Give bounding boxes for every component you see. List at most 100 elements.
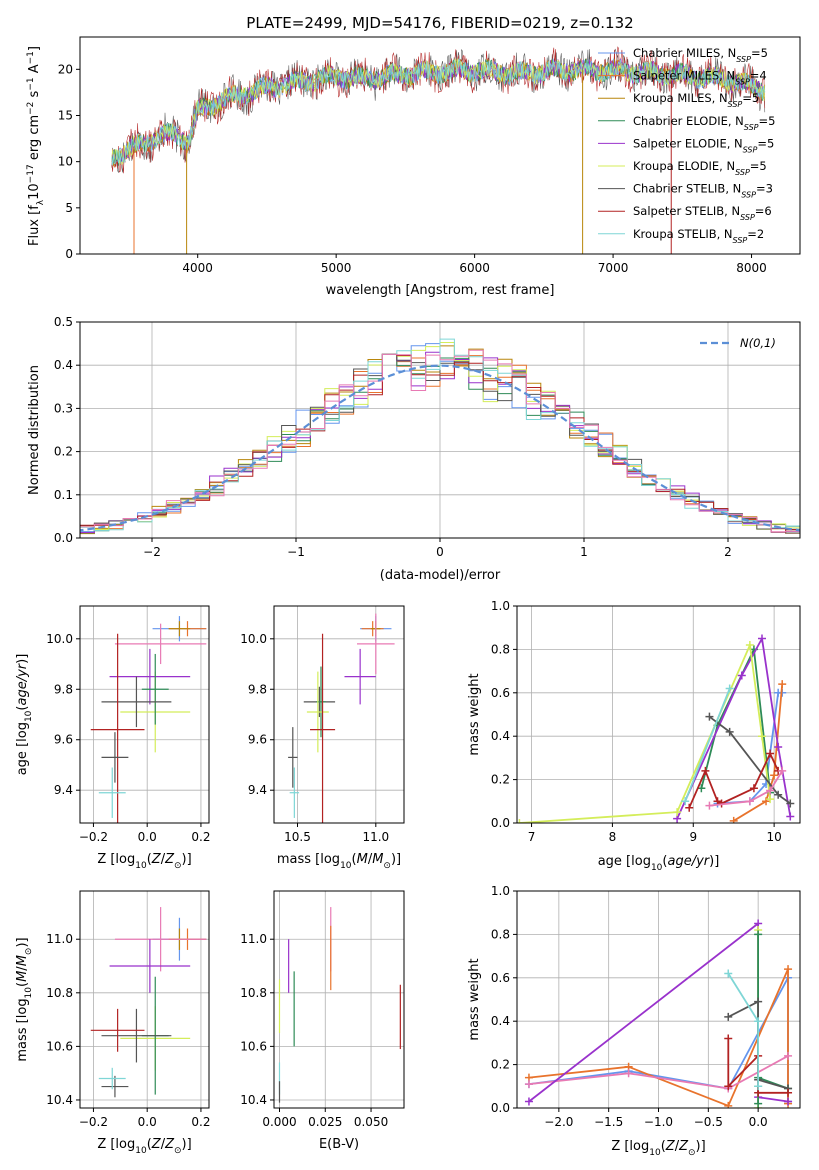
weight-marker — [784, 1088, 793, 1097]
axes-frame — [79, 36, 801, 255]
weight-marker — [770, 771, 779, 780]
y-tick-label: 10.8 — [240, 986, 267, 1000]
weight-marker — [754, 1017, 763, 1026]
spectrum-line — [111, 57, 766, 165]
y-tick-label: 0.2 — [54, 445, 73, 459]
legend-entry: Chabrier MILES, NSSP=5 — [633, 46, 768, 64]
age-vs-mass-panel: 10.5 11.0 9.4 9.6 9.8 10.0 mass [log10(M/M⊙)] — [240, 605, 405, 871]
weight-marker — [786, 799, 795, 808]
y-tick-label: 0.2 — [491, 1058, 510, 1072]
y-tick-label: 10 — [58, 155, 73, 169]
x-tick-label: −2 — [143, 545, 161, 559]
weight-marker — [705, 801, 714, 810]
weight-marker — [766, 795, 775, 804]
weight-line — [708, 715, 791, 805]
age-vs-metallicity-panel: −0.2 0.0 0.2 9.4 9.6 9.8 10.0 Z [log10(Z/Z⊙)] ag… — [15, 605, 210, 871]
legend-entry: N(0,1) — [740, 336, 776, 350]
y-tick-label: 9.8 — [248, 682, 267, 696]
weight-marker — [754, 997, 763, 1006]
weight-marker — [766, 786, 775, 795]
y-tick-label: 0.4 — [491, 729, 510, 743]
y-tick-label: 0.3 — [54, 401, 73, 415]
plot-area — [90, 907, 207, 1098]
weight-marker — [766, 749, 775, 758]
weight-marker — [745, 797, 754, 806]
y-tick-label: 0.2 — [491, 773, 510, 787]
y-axis-label: Normed distribution — [27, 365, 42, 495]
x-tick-label: −0.5 — [694, 1115, 723, 1129]
weight-line — [727, 973, 759, 1087]
y-tick-label: 0.4 — [54, 358, 73, 372]
x-tick-label: 10.5 — [284, 830, 311, 844]
x-axis-label: Z [log10(Z/Z⊙)] — [97, 852, 191, 871]
weight-marker — [724, 969, 733, 978]
y-tick-label: 9.6 — [54, 733, 73, 747]
x-tick-label: 5000 — [321, 261, 352, 275]
mass-vs-extinction-panel: 0.000 0.025 0.050 10.4 10.6 10.8 11.0 E(B-V) — [240, 890, 405, 1152]
y-axis-label: Flux [fλ10−17 erg cm−2 s−1 A−1] — [26, 46, 46, 246]
y-axis-label: mass [log10(M/M⊙)] — [15, 937, 34, 1061]
weight-marker — [681, 797, 690, 806]
x-tick-label: 0.2 — [191, 830, 210, 844]
histogram-legend: N(0,1) — [700, 336, 776, 350]
weight-marker — [524, 1080, 533, 1089]
weight-marker — [754, 930, 763, 939]
axes-frame — [273, 890, 405, 1109]
y-tick-label: 9.8 — [54, 682, 73, 696]
y-tick-label: 0.4 — [491, 1014, 510, 1028]
weight-marker — [705, 712, 714, 721]
x-tick-label: −2.0 — [544, 1115, 573, 1129]
y-tick-label: 1.0 — [491, 884, 510, 898]
weight-marker — [774, 790, 783, 799]
x-tick-label: 0.0 — [749, 1115, 768, 1129]
y-tick-label: 0.5 — [54, 315, 73, 329]
x-tick-label: 0 — [436, 545, 444, 559]
x-tick-label: 8 — [609, 830, 617, 844]
x-tick-label: 0.0 — [138, 1115, 157, 1129]
plot-area — [288, 613, 395, 823]
x-axis-label: wavelength [Angstrom, rest frame] — [326, 283, 555, 298]
x-axis-label: age [log10(age/yr)] — [598, 854, 720, 873]
x-axis-label: (data-model)/error — [380, 568, 501, 583]
weight-marker — [725, 727, 734, 736]
weight-marker — [786, 812, 795, 821]
legend-entry: Salpeter STELIB, NSSP=6 — [633, 204, 772, 222]
y-tick-label: 9.4 — [248, 783, 267, 797]
weight-marker — [778, 680, 787, 689]
x-tick-label: 9 — [689, 830, 697, 844]
weight-marker — [673, 808, 682, 817]
legend-entry: Kroupa MILES, NSSP=5 — [633, 91, 759, 109]
legend-entry: Salpeter ELODIE, NSSP=5 — [633, 136, 774, 154]
weight-marker — [778, 766, 787, 775]
y-tick-label: 11.0 — [46, 932, 73, 946]
y-tick-label: 0.1 — [54, 488, 73, 502]
x-tick-label: 7 — [528, 830, 536, 844]
legend-entry: Kroupa ELODIE, NSSP=5 — [633, 159, 767, 177]
x-tick-label: 0.050 — [354, 1115, 388, 1129]
x-tick-label: 7000 — [598, 261, 629, 275]
weight-line — [757, 933, 789, 1104]
plot-area — [524, 919, 793, 1108]
figure-title: PLATE=2499, MJD=54176, FIBERID=0219, z=0… — [246, 14, 633, 32]
weight-marker — [784, 1097, 793, 1106]
y-tick-label: 0.6 — [491, 686, 510, 700]
y-axis-label: mass weight — [467, 958, 482, 1040]
x-tick-label: 11.0 — [362, 830, 389, 844]
y-tick-label: 10.4 — [46, 1093, 73, 1107]
y-tick-label: 0.6 — [491, 971, 510, 985]
weight-marker — [754, 1082, 763, 1091]
x-axis-label: mass [log10(M/M⊙)] — [277, 852, 401, 871]
x-axis-label: E(B-V) — [319, 1137, 359, 1152]
y-tick-label: 20 — [58, 62, 73, 76]
weight-marker — [784, 965, 793, 974]
weight-marker — [685, 803, 694, 812]
weight-marker — [524, 1097, 533, 1106]
mass-vs-metallicity-panel: −0.2 0.0 0.2 10.4 10.6 10.8 11.0 Z [log10(Z/Z⊙)… — [15, 890, 210, 1156]
y-tick-label: 9.4 — [54, 783, 73, 797]
weight-marker — [757, 634, 766, 643]
residual-histogram-panel: −2 −1 0 1 2 0.0 0.1 0.2 0.3 0.4 0.5 N(0,1) (data-mod… — [27, 315, 801, 583]
x-tick-label: 10 — [766, 830, 781, 844]
weight-marker — [624, 1069, 633, 1078]
x-tick-label: 0.2 — [191, 1115, 210, 1129]
weight-marker — [724, 1012, 733, 1021]
